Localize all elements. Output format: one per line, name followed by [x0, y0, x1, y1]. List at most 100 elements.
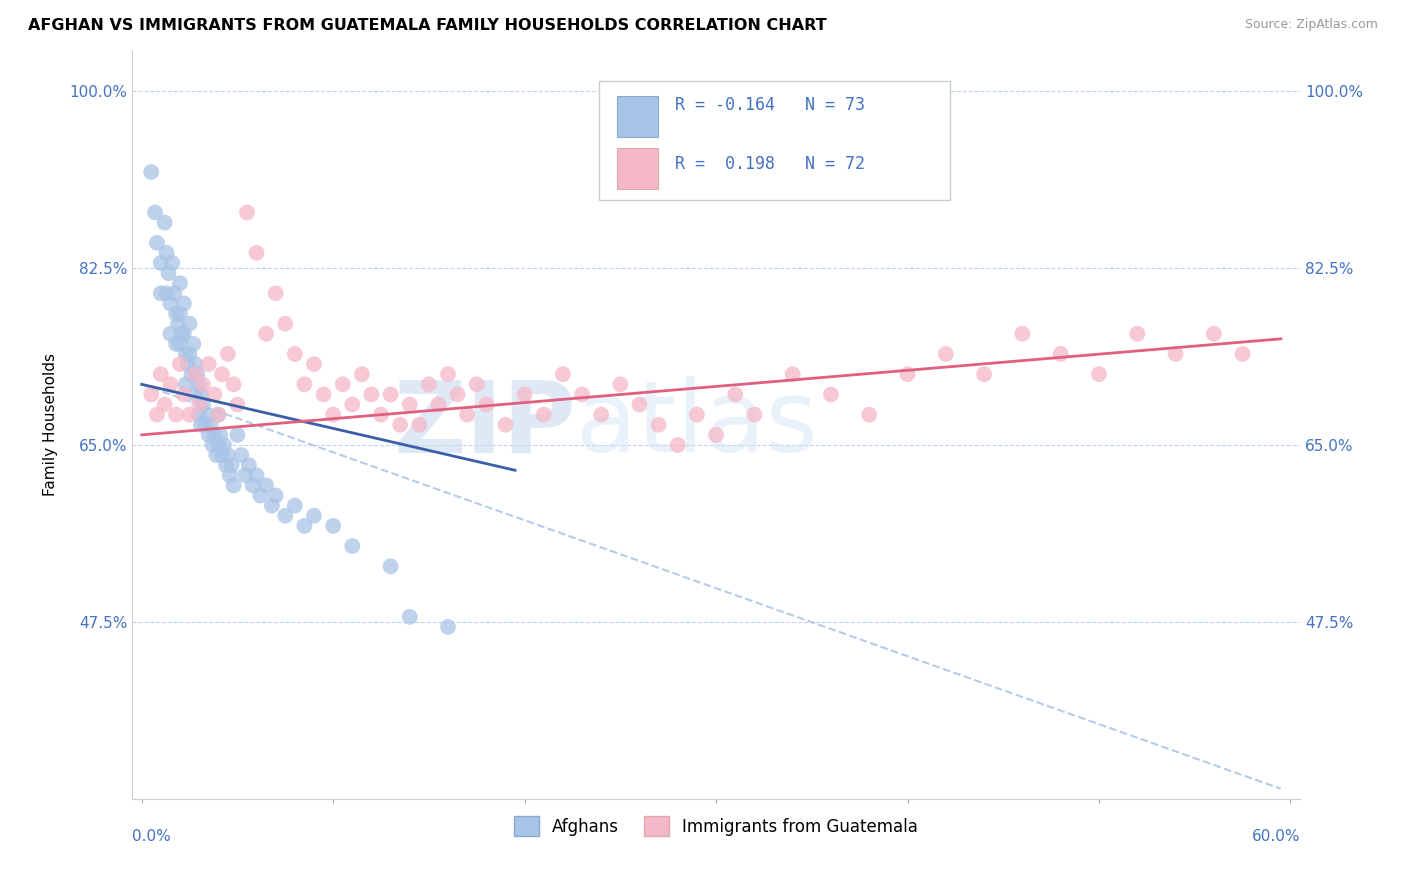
Point: [370, 408, 392, 422]
FancyBboxPatch shape: [617, 95, 658, 136]
Point: [201, 438, 224, 452]
Point: [157, 266, 180, 280]
Point: [212, 438, 235, 452]
Point: [207, 438, 229, 452]
Point: [190, 417, 212, 432]
Point: [205, 448, 228, 462]
Point: [153, 216, 176, 230]
Point: [170, 326, 193, 341]
Point: [191, 377, 214, 392]
Point: [209, 428, 232, 442]
Point: [197, 428, 219, 442]
Point: [446, 387, 468, 401]
Point: [204, 387, 226, 401]
Point: [149, 256, 172, 270]
Point: [163, 286, 186, 301]
Point: [1049, 347, 1071, 361]
FancyBboxPatch shape: [617, 148, 658, 189]
Point: [165, 408, 187, 422]
Point: [858, 408, 880, 422]
Point: [217, 347, 239, 361]
Point: [153, 398, 176, 412]
Point: [242, 478, 264, 492]
Point: [141, 387, 163, 401]
Point: [322, 519, 344, 533]
Point: [169, 277, 191, 291]
Point: [155, 286, 177, 301]
Point: [159, 326, 181, 341]
Point: [1164, 347, 1187, 361]
Point: [294, 377, 316, 392]
Point: [1202, 326, 1225, 341]
Point: [188, 377, 211, 392]
Point: [191, 398, 214, 412]
Point: [222, 478, 245, 492]
Point: [284, 347, 307, 361]
Point: [195, 408, 218, 422]
Point: [184, 368, 207, 382]
Point: [456, 408, 478, 422]
Point: [294, 519, 316, 533]
Point: [418, 377, 440, 392]
Point: [342, 398, 364, 412]
Point: [194, 417, 217, 432]
Point: [571, 387, 593, 401]
Point: [231, 448, 253, 462]
Point: [494, 417, 516, 432]
Point: [188, 408, 211, 422]
Point: [146, 235, 169, 250]
Point: [264, 489, 287, 503]
Point: [332, 377, 354, 392]
Point: [165, 337, 187, 351]
Point: [973, 368, 995, 382]
Point: [173, 326, 195, 341]
Point: [628, 398, 651, 412]
Point: [782, 368, 804, 382]
Point: [176, 357, 198, 371]
Point: [704, 428, 727, 442]
Point: [165, 307, 187, 321]
Point: [302, 508, 325, 523]
Point: [141, 165, 163, 179]
Point: [264, 286, 287, 301]
Point: [408, 417, 430, 432]
Point: [221, 458, 243, 473]
Point: [146, 408, 169, 422]
Point: [1011, 326, 1033, 341]
Point: [218, 468, 240, 483]
Point: [207, 408, 229, 422]
Point: [360, 387, 382, 401]
Point: [389, 417, 412, 432]
Point: [215, 458, 238, 473]
Point: [174, 377, 197, 392]
Point: [744, 408, 766, 422]
Point: [238, 458, 260, 473]
Point: [302, 357, 325, 371]
Point: [226, 398, 249, 412]
Point: [260, 499, 283, 513]
Text: 0.0%: 0.0%: [132, 829, 172, 844]
Point: [284, 499, 307, 513]
Point: [190, 387, 212, 401]
Text: AFGHAN VS IMMIGRANTS FROM GUATEMALA FAMILY HOUSEHOLDS CORRELATION CHART: AFGHAN VS IMMIGRANTS FROM GUATEMALA FAMI…: [28, 18, 827, 33]
Point: [686, 408, 709, 422]
Point: [342, 539, 364, 553]
Point: [159, 377, 181, 392]
Point: [322, 408, 344, 422]
Point: [169, 307, 191, 321]
Point: [169, 337, 191, 351]
Text: atlas: atlas: [576, 376, 817, 474]
Point: [609, 377, 631, 392]
Point: [173, 387, 195, 401]
Point: [179, 347, 201, 361]
Point: [398, 610, 420, 624]
Point: [551, 368, 574, 382]
Point: [1232, 347, 1254, 361]
Point: [254, 326, 277, 341]
Point: [179, 408, 201, 422]
Point: [236, 205, 259, 219]
Point: [437, 620, 460, 634]
Point: [935, 347, 957, 361]
Point: [896, 368, 918, 382]
Point: [197, 357, 219, 371]
